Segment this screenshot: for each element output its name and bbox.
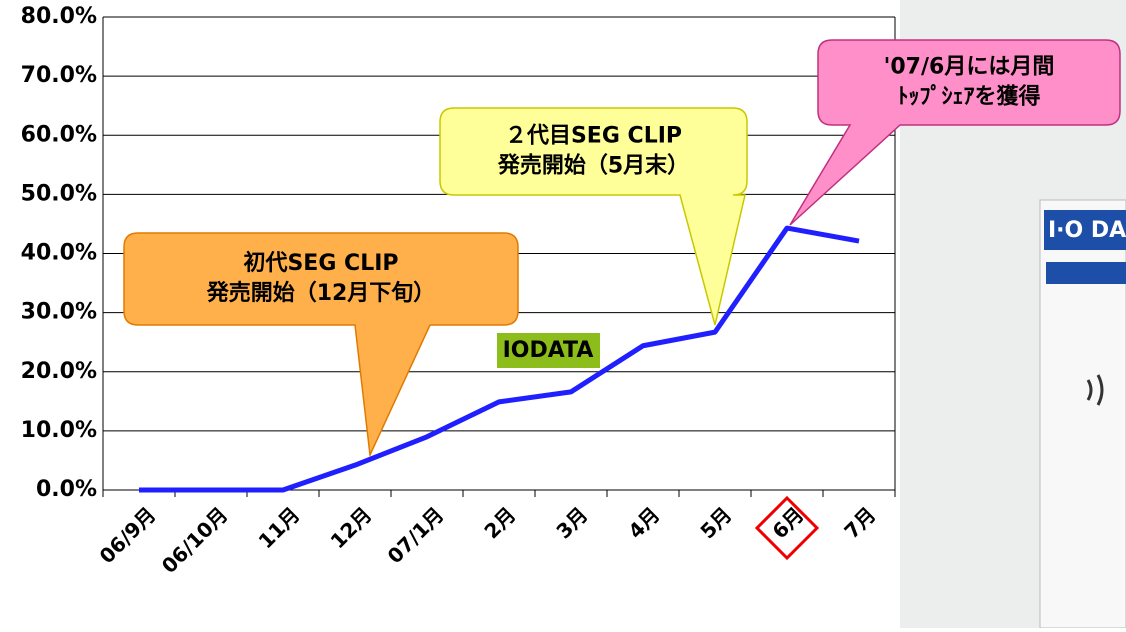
y-tick-label: 20.0% [21,359,97,384]
y-tick-label: 70.0% [21,63,97,88]
highlight-diamond [754,495,820,561]
legend-box [497,333,600,368]
y-tick-label: 0.0% [36,477,97,502]
legend-label: IODATA [503,338,594,363]
y-tick-label: 40.0% [21,241,97,266]
callout-text: ２代目SEG CLIP [505,124,682,149]
series-line [139,225,860,493]
callout-text: '07/6月には月間 [884,55,1055,80]
callout-text: 発売開始（12月下旬） [206,280,436,306]
callout-text: 初代SEG CLIP [243,250,398,276]
callout-text: 発売開始（5月末） [497,153,689,179]
y-tick-label: 30.0% [21,300,97,325]
product-text: I·O DA [1048,218,1126,243]
y-tick-label: 10.0% [21,418,97,443]
product-header [1044,210,1126,250]
product-icon [1086,374,1104,406]
y-tick-label: 60.0% [21,122,97,147]
annotations: 初代SEG CLIP 発売開始（12月下旬） ２代目SEG CLIP 発売開始（5月末… [123,39,1126,458]
product-logo [1046,262,1126,284]
callout-shape [439,107,748,326]
callout-shape [123,232,519,458]
y-tick-label: 80.0% [21,4,97,29]
y-tick-label: 50.0% [21,181,97,206]
callout-text: ﾄｯﾌﾟｼｪｱを獲得 [897,84,1040,110]
callout-shape [789,39,1121,226]
